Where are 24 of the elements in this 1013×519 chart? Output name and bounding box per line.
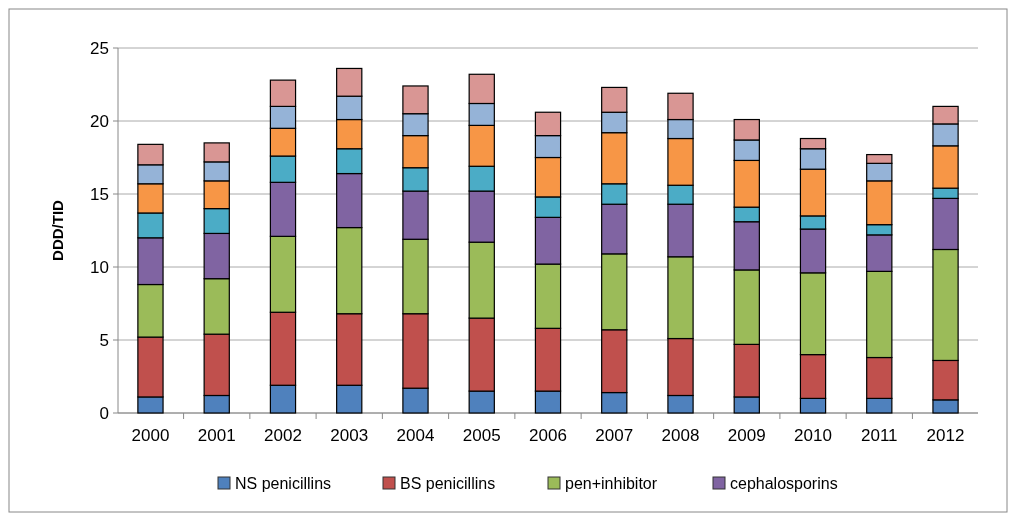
x-tick-label: 2011 xyxy=(861,426,898,445)
x-tick-label: 2007 xyxy=(595,426,634,445)
y-tick-label: 20 xyxy=(90,111,109,131)
y-tick-label: 10 xyxy=(90,257,109,277)
legend-label: BS penicillins xyxy=(400,474,496,492)
legend-label: pen+inhibitor xyxy=(565,474,658,492)
x-tick-label: 2001 xyxy=(197,426,236,445)
y-tick-label: 0 xyxy=(99,403,109,423)
y-tick-label: 25 xyxy=(90,38,109,58)
x-tick-label: 2012 xyxy=(926,426,965,445)
y-axis-title: DDD/TID xyxy=(49,199,66,261)
y-tick-label: 5 xyxy=(99,330,109,350)
x-tick-label: 2000 xyxy=(131,426,170,445)
x-tick-label: 2004 xyxy=(396,426,435,445)
x-tick-label: 2008 xyxy=(661,426,700,445)
x-tick-label: 2003 xyxy=(330,426,369,445)
x-tick-label: 2009 xyxy=(727,426,766,445)
legend-label: NS penicillins xyxy=(235,474,332,492)
x-tick-label: 2010 xyxy=(794,426,832,445)
x-tick-label: 2005 xyxy=(462,426,501,445)
x-tick-label: 2002 xyxy=(264,426,302,445)
y-tick-label: 15 xyxy=(90,184,109,204)
x-tick-label: 2006 xyxy=(529,426,567,445)
legend-label: cephalosporins xyxy=(730,474,838,492)
